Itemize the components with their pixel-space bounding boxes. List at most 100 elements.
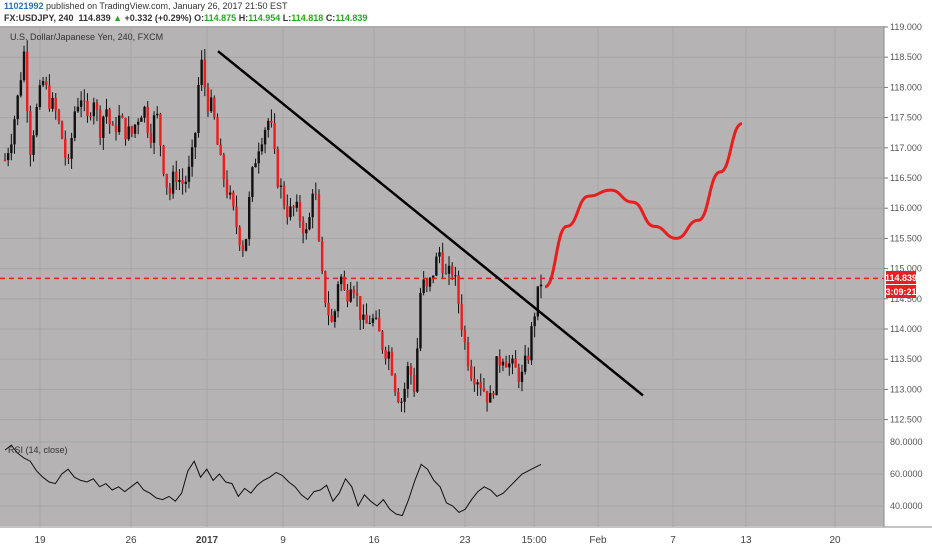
candle-body (38, 85, 42, 108)
price-tick-label: 117.000 (890, 143, 922, 153)
candle-body (263, 130, 267, 145)
candle-body (60, 121, 64, 139)
publish-info: 11021992 published on TradingView.com, J… (4, 1, 288, 12)
rsi-axis[interactable]: 80.0000 60.0000 40.0000 (890, 437, 923, 511)
candle-body (298, 201, 302, 222)
price-tick-label: 118.000 (890, 82, 922, 92)
candle-body (26, 51, 29, 111)
rsi-pane[interactable] (0, 440, 884, 526)
candle-body (146, 106, 149, 133)
candle-body (213, 97, 216, 118)
candle-body (476, 382, 479, 385)
candle-body (482, 388, 486, 391)
candle-body (19, 80, 23, 96)
candle-body (289, 206, 292, 218)
candle-body (450, 265, 454, 276)
candle-body (339, 276, 343, 285)
candle-body (479, 382, 482, 389)
candle-body (200, 59, 203, 85)
candle-body (162, 145, 165, 175)
candle-body (133, 124, 137, 134)
candle-body (127, 126, 130, 140)
candle-body (384, 349, 387, 359)
current-price-badge (886, 271, 916, 284)
price-tick-label: 119.000 (890, 22, 922, 32)
price-tick-label: 112.500 (890, 415, 922, 425)
candle-body (187, 166, 191, 182)
price-change: +0.332 (+0.29%) (124, 13, 192, 23)
candle-body (470, 366, 473, 379)
candle-body (527, 355, 530, 361)
price-tick-label: 116.500 (890, 173, 922, 183)
rsi-tick-label: 80.0000 (890, 437, 923, 447)
price-tick-label: 116.000 (890, 203, 922, 213)
price-tick-label: 113.500 (890, 354, 922, 364)
candle-body (406, 366, 409, 389)
candle-body (105, 109, 108, 117)
candle-body (536, 286, 540, 317)
candle-body (168, 187, 172, 194)
candle-body (441, 252, 444, 274)
candle-body (517, 367, 520, 382)
price-axis[interactable]: 119.000 118.500 118.000 117.500 117.000 116.5… (884, 22, 922, 425)
grid (0, 26, 884, 527)
time-tick-label: 2017 (196, 535, 219, 546)
price-tick-label: 114.000 (890, 324, 922, 334)
candle-body (117, 115, 121, 133)
candle-body (194, 132, 197, 148)
author-link[interactable]: 11021992 (4, 1, 44, 11)
current-price-label: 114.839 (885, 273, 917, 283)
candle-body (444, 273, 448, 275)
chart-title: U.S. Dollar/Japanese Yen, 240, FXCM (10, 32, 163, 42)
candle-body (86, 100, 89, 117)
candle-body (175, 171, 178, 182)
candle-body (330, 315, 333, 322)
time-axis[interactable]: 19 26 2017 9 16 23 15:00 Feb 7 13 20 (34, 535, 841, 546)
candle-body (159, 113, 162, 146)
candle-body (403, 388, 406, 402)
candle-body (327, 302, 330, 316)
candle-body (270, 120, 273, 123)
projection-curve[interactable] (544, 122, 743, 289)
candle-body (102, 116, 105, 138)
candle-body (485, 390, 489, 403)
last-price: 114.839 (78, 13, 111, 23)
time-tick-label: 19 (34, 535, 46, 546)
candle-body (362, 314, 365, 320)
candle-body (108, 109, 111, 125)
candle-body (83, 100, 86, 102)
price-tick-label: 113.000 (890, 384, 922, 394)
candle-body (178, 179, 181, 182)
candle-body (378, 317, 381, 332)
candle-body (368, 322, 371, 324)
candle-body (422, 279, 425, 293)
candle-body (32, 135, 35, 155)
symbol-name[interactable]: FX:USDJPY, 240 (4, 13, 74, 23)
candle-body (228, 192, 232, 195)
trendline[interactable] (217, 50, 644, 397)
candle-body (22, 51, 26, 81)
candle-body (165, 174, 168, 188)
candle-body (206, 87, 210, 112)
candle-body (143, 106, 146, 118)
candle-body (473, 378, 476, 385)
candle-body (225, 179, 229, 195)
candle-body (41, 81, 45, 86)
candle-body (301, 221, 305, 234)
candle-body (504, 361, 508, 368)
low-value: 114.818 (291, 13, 324, 23)
candle-body (308, 217, 311, 230)
price-tick-label: 115.000 (890, 264, 922, 274)
candle-body (286, 205, 289, 218)
chart-header: 11021992 published on TradingView.com, J… (0, 0, 932, 26)
candle-body (390, 351, 394, 375)
candle-body (320, 240, 324, 272)
candle-body (114, 125, 118, 133)
candle-body (501, 361, 505, 366)
rsi-tick-label: 40.0000 (890, 501, 923, 511)
change-arrow-icon: ▲ (113, 13, 123, 23)
candle-body (6, 153, 10, 161)
candle-body (387, 351, 390, 359)
candle-body (435, 256, 438, 276)
